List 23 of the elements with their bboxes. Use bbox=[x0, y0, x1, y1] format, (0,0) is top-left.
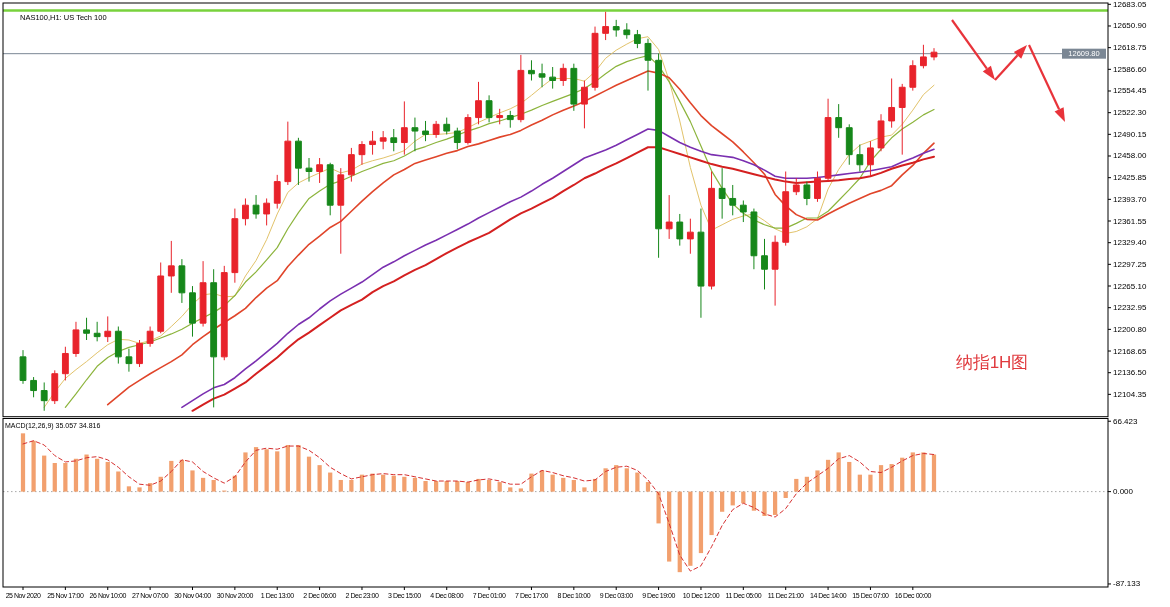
y-tick-label: 12104.35 bbox=[1113, 389, 1147, 399]
y-tick-label: 12618.75 bbox=[1113, 43, 1147, 53]
y-tick-label: 12458.00 bbox=[1113, 151, 1147, 161]
y-tick-label: 12361.55 bbox=[1113, 216, 1147, 226]
y-tick-label: 12232.95 bbox=[1113, 303, 1147, 313]
y-tick-label: -87.133 bbox=[1113, 579, 1141, 589]
y-tick-label: 12554.45 bbox=[1113, 86, 1147, 96]
y-tick-label: 66.423 bbox=[1113, 416, 1138, 426]
y-tick-label: 12683.05 bbox=[1113, 0, 1147, 9]
y-tick-label: 12136.50 bbox=[1113, 368, 1147, 378]
y-tick-label: 12200.80 bbox=[1113, 324, 1147, 334]
y-tick-label: 12586.60 bbox=[1113, 64, 1147, 74]
y-tick-label: 0.000 bbox=[1113, 487, 1134, 497]
y-tick-label: 12393.70 bbox=[1113, 194, 1147, 204]
y-tick-label: 12329.40 bbox=[1113, 238, 1147, 248]
annotation: 纳指1H图 bbox=[955, 353, 1029, 373]
y-tick-label: 12425.85 bbox=[1113, 173, 1147, 183]
y-tick-label: 12650.90 bbox=[1113, 21, 1147, 31]
y-tick-label: 12297.25 bbox=[1113, 259, 1147, 269]
y-tick-label: 12490.15 bbox=[1113, 129, 1147, 139]
y-tick-label: 12168.65 bbox=[1113, 346, 1147, 356]
y-tick-label: 12265.10 bbox=[1113, 281, 1147, 291]
y-tick-label: 12522.30 bbox=[1113, 108, 1147, 118]
